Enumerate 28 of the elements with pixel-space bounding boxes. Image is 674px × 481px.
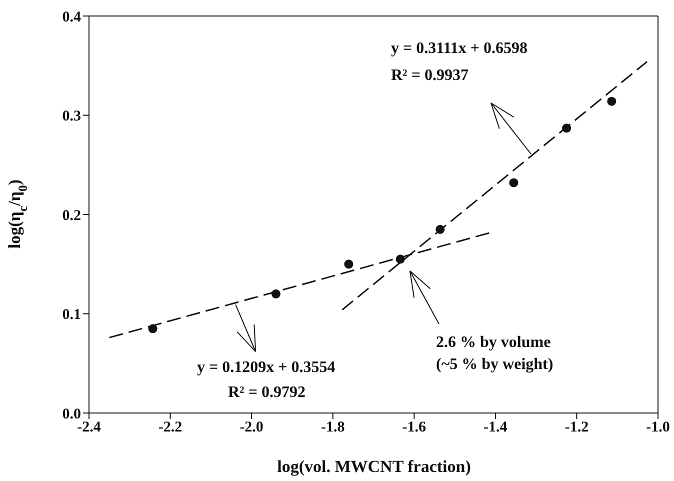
- annotation: y = 0.3111x + 0.6598: [391, 40, 528, 57]
- x-tick-label: -1.4: [484, 420, 508, 436]
- point: [436, 224, 445, 234]
- x-tick-label: -1.8: [320, 420, 345, 436]
- point: [271, 289, 280, 298]
- x-tick-label: -1.2: [564, 420, 589, 436]
- y-tick-label: 0.3: [62, 108, 81, 125]
- annotation: R² = 0.9792: [228, 384, 306, 401]
- point: [509, 178, 518, 188]
- point: [562, 124, 572, 133]
- point: [607, 96, 616, 106]
- annotation: y = 0.1209x + 0.3554: [197, 359, 336, 376]
- annotation: 2.6 % by volume: [436, 334, 551, 351]
- x-tick-label: -1.0: [646, 420, 670, 436]
- x-tick-label: -2.4: [77, 420, 102, 436]
- point: [148, 324, 158, 334]
- x-tick-label: -1.6: [402, 420, 427, 436]
- point: [396, 254, 405, 264]
- y-tick-label: 0.1: [62, 307, 81, 324]
- x-tick-label: -2.0: [240, 420, 264, 436]
- x-tick-label: -2.2: [158, 420, 182, 436]
- annotation: (~5 % by weight): [436, 356, 554, 373]
- x-axis-title: log(vol. MWCNT fraction): [277, 457, 471, 476]
- annotation: R² = 0.9937: [391, 67, 468, 84]
- y-tick-label: 0.2: [62, 208, 81, 224]
- y-tick-label: 0.0: [62, 406, 81, 422]
- y-tick-label: 0.4: [62, 9, 82, 26]
- point: [344, 260, 354, 269]
